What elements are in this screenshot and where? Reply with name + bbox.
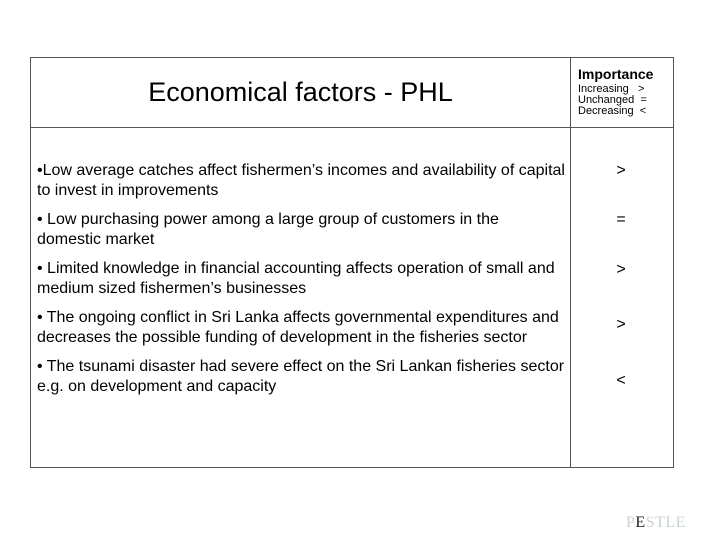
logo-letter: P xyxy=(626,514,636,531)
legend-symbol: < xyxy=(639,105,647,117)
legend-symbol: = xyxy=(640,94,647,106)
header-divider xyxy=(31,127,673,128)
importance-legend: Importance Increasing > Unchanged = Decr… xyxy=(578,66,653,117)
legend-row: Increasing > xyxy=(578,84,653,95)
importance-symbol: > xyxy=(616,162,626,179)
factor-item: • Low purchasing power among a large gro… xyxy=(37,211,499,248)
legend-label: Decreasing xyxy=(578,105,634,117)
factor-item: • The ongoing conflict in Sri Lanka affe… xyxy=(37,309,559,346)
page-title: Economical factors - PHL xyxy=(148,77,453,107)
importance-heading: Importance xyxy=(578,66,654,82)
factor-list: •Low average catches affect fishermen’s … xyxy=(37,161,567,406)
importance-symbol: < xyxy=(616,372,626,389)
factor-item: • The tsunami disaster had severe effect… xyxy=(37,358,565,395)
pestle-logo: PESTLE xyxy=(626,514,686,532)
legend-row: Decreasing < xyxy=(578,106,653,117)
column-divider xyxy=(570,58,571,467)
logo-letter-highlight: E xyxy=(635,514,646,531)
legend-symbol: > xyxy=(637,83,645,95)
factor-item: •Low average catches affect fishermen’s … xyxy=(37,162,565,199)
importance-symbol: = xyxy=(616,211,626,228)
factors-table: Economical factors - PHL Importance Incr… xyxy=(30,57,674,468)
factor-item: • Limited knowledge in financial account… xyxy=(37,260,555,297)
legend-label: Increasing xyxy=(578,83,629,95)
importance-symbol: > xyxy=(616,261,626,278)
importance-symbol: > xyxy=(616,316,626,333)
legend-row: Unchanged = xyxy=(578,95,653,106)
legend-label: Unchanged xyxy=(578,94,635,106)
logo-letters: STLE xyxy=(645,514,686,531)
